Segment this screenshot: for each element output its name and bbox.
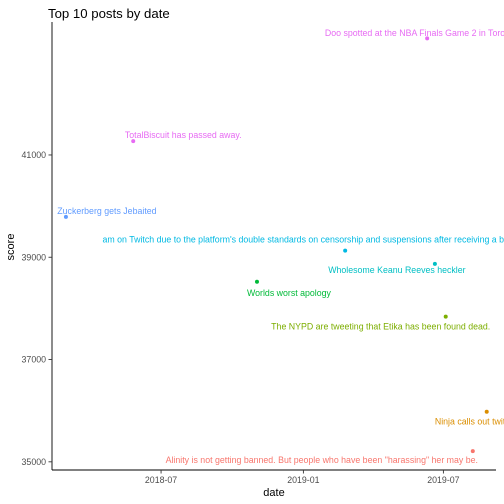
data-point [484,409,489,414]
data-point [254,279,259,284]
point-label: Doo spotted at the NBA Finals Game 2 in … [325,28,504,38]
point-label: TotalBiscuit has passed away. [125,130,242,140]
y-tick-label: 35000 [22,457,47,467]
y-axis-title: score [5,234,17,261]
y-tick-label: 37000 [22,355,47,365]
data-point [470,449,475,454]
x-axis-title: date [263,487,284,499]
point-label: The NYPD are tweeting that Etika has bee… [271,322,490,332]
data-point [443,314,448,319]
y-axis-ticks: 35000 37000 39000 41000 [22,150,52,467]
x-axis-ticks: 2018-07 2019-01 2019-07 [145,470,460,485]
y-tick-label: 39000 [22,252,47,262]
data-point [131,139,136,144]
point-label: Alinity is not getting banned. But peopl… [166,455,478,465]
x-tick-label: 2019-01 [287,475,319,485]
y-tick-label: 41000 [22,150,47,160]
data-point [425,36,430,41]
point-label: Zuckerberg gets Jebaited [57,206,156,216]
data-point [63,214,68,219]
point-label: am on Twitch due to the platform's doubl… [103,235,504,245]
point-label: Worlds worst apology [247,288,332,298]
point-label: Wholesome Keanu Reeves heckler [328,265,465,275]
point-label: Ninja calls out twitch [435,417,504,427]
plot-area: Doo spotted at the NBA Finals Game 2 in … [57,28,504,465]
data-point [343,248,348,253]
x-tick-label: 2019-07 [427,475,459,485]
data-point [432,261,437,266]
x-tick-label: 2018-07 [145,475,177,485]
chart-title: Top 10 posts by date [48,6,170,21]
